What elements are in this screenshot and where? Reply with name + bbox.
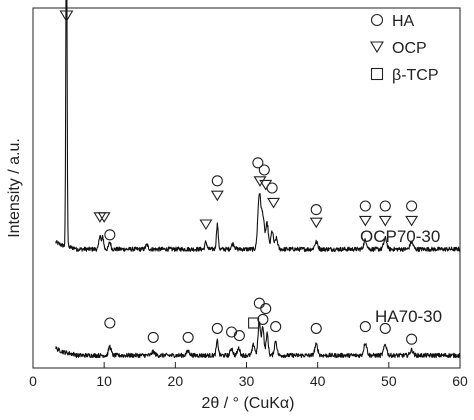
series-label-ha70-30: HA70-30 [375,307,442,326]
y-axis-title: Intensity / a.u. [6,138,23,238]
x-tick-label: 40 [310,373,326,389]
legend-triangle-symbol [370,41,384,54]
markers-group [59,10,419,345]
ha-marker [310,204,322,216]
ha-marker [233,330,245,342]
ocp-marker [309,217,323,229]
ha-marker [252,157,264,169]
ha-marker [310,322,322,334]
legend: HA OCP β-TCP [370,13,439,84]
ocp-marker [59,10,74,23]
x-tick-label: 20 [168,373,184,389]
ocp-marker [267,197,281,209]
legend-circle-symbol [370,13,384,27]
ha-marker [211,175,223,187]
ocp-marker [97,212,111,223]
legend-square-symbol [370,67,384,81]
ocp-marker [199,219,213,231]
ha-marker [211,322,223,334]
patterns-group [55,0,461,359]
ha-marker [257,313,269,325]
ha-marker [379,200,391,212]
ha-marker [258,164,270,176]
ha-marker [270,321,282,333]
ha-marker [260,303,272,315]
ha-marker [359,321,371,333]
series-label-ocp70-30: OCP70-30 [360,227,440,246]
pattern-line-ha70-30 [55,321,461,359]
legend-label-ocp: OCP [392,40,427,57]
x-axis-title: 2θ / ° (CuKα) [201,395,294,412]
ocp-marker [358,215,372,227]
pattern-line-ocp70-30 [55,0,461,252]
ha-marker [253,297,265,309]
x-ticks-group: 0 10 20 30 40 50 60 [29,362,468,389]
legend-label-ha: HA [392,13,415,30]
x-tick-label: 10 [96,373,112,389]
ha-marker [104,229,116,241]
ocp-marker [253,176,267,187]
ha-marker [182,331,194,343]
x-tick-label: 60 [452,373,468,389]
ha-marker [379,322,391,334]
ha-marker [406,200,418,212]
btcp-marker [248,317,260,329]
ocp-marker [378,215,392,227]
ocp-marker [405,215,419,227]
ha-marker [359,200,371,212]
legend-label-btcp: β-TCP [392,67,439,84]
ha-marker [406,333,418,345]
x-tick-label: 50 [381,373,397,389]
ha-marker [104,317,116,329]
ha-marker [266,182,278,194]
ha-marker [147,331,159,343]
x-tick-label: 30 [239,373,255,389]
ha-marker [226,326,238,338]
x-tick-label: 0 [29,373,37,389]
ocp-marker [210,190,224,202]
